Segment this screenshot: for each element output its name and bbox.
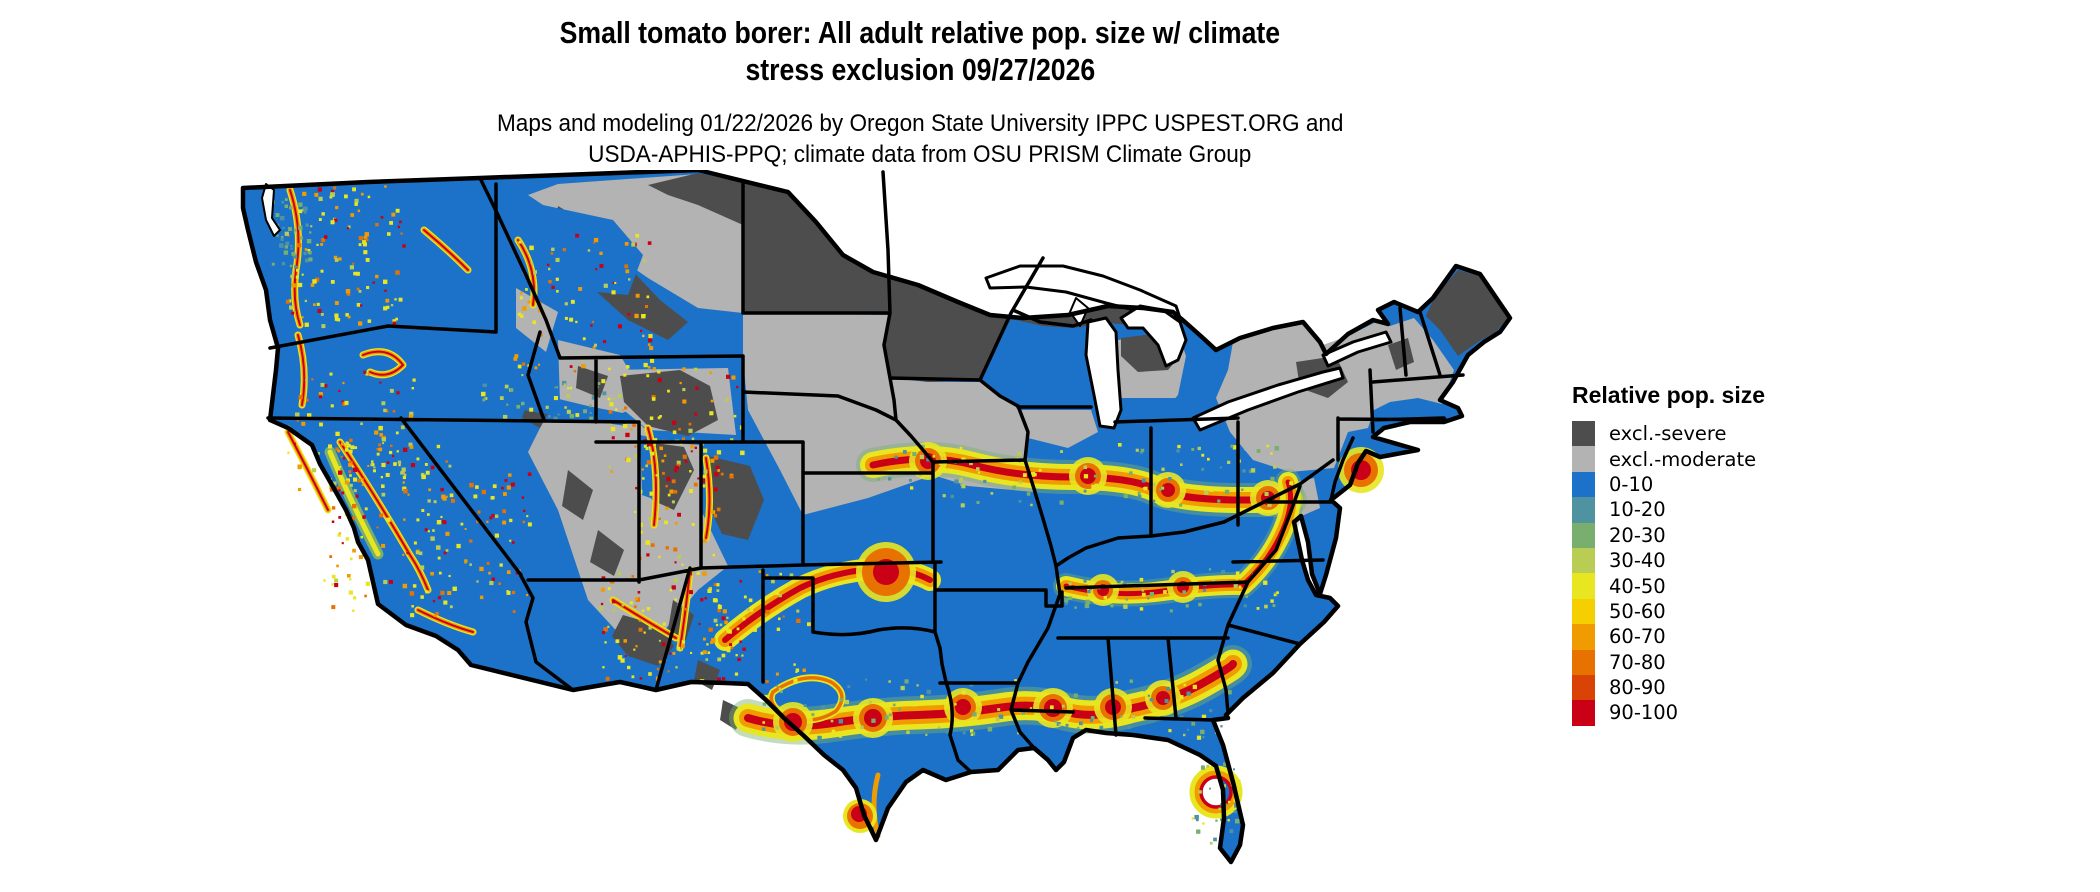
legend-entry: 50-60 bbox=[1572, 598, 1832, 625]
raster-speckles bbox=[268, 185, 1293, 845]
legend-entry: excl.-moderate bbox=[1572, 446, 1832, 472]
legend-swatch bbox=[1572, 700, 1595, 726]
legend-swatch bbox=[1572, 522, 1595, 548]
legend-swatch bbox=[1572, 497, 1595, 523]
legend-entry: 0-10 bbox=[1572, 471, 1832, 498]
puget-sound bbox=[261, 183, 281, 237]
legend-title: Relative pop. size bbox=[1572, 382, 1766, 408]
legend-entry: 10-20 bbox=[1572, 497, 1832, 523]
low-population-pockets bbox=[482, 205, 1180, 562]
title-line-1: Small tomato borer: All adult relative p… bbox=[559, 15, 1281, 50]
legend-swatch bbox=[1572, 674, 1595, 701]
us-risk-map bbox=[240, 170, 1513, 865]
legend-entry: 80-90 bbox=[1572, 674, 1832, 701]
legend-entry: 40-50 bbox=[1572, 573, 1832, 599]
legend-swatch bbox=[1572, 649, 1595, 675]
legend-swatch bbox=[1572, 446, 1595, 472]
legend-entry: 60-70 bbox=[1572, 624, 1832, 650]
legend-entry: 90-100 bbox=[1572, 700, 1832, 726]
legend-entry: 20-30 bbox=[1572, 522, 1832, 548]
legend-entry: 30-40 bbox=[1572, 547, 1832, 574]
legend-swatch bbox=[1572, 598, 1595, 625]
state-borders bbox=[266, 170, 1465, 774]
national-outline bbox=[240, 170, 1513, 865]
legend-entry: excl.-severe bbox=[1572, 421, 1832, 447]
title-line-2: stress exclusion 09/27/2026 bbox=[745, 52, 1095, 87]
legend: Relative pop. size excl.-severe excl.-mo… bbox=[1572, 382, 1832, 726]
legend-entry: 70-80 bbox=[1572, 649, 1832, 675]
lake-michigan bbox=[1084, 316, 1123, 430]
legend-swatch bbox=[1572, 624, 1595, 650]
subtitle-line-2: USDA-APHIS-PPQ; climate data from OSU PR… bbox=[588, 141, 1252, 168]
lake-ontario bbox=[1321, 330, 1393, 368]
legend-swatch bbox=[1572, 421, 1595, 447]
subtitle-line-1: Maps and modeling 01/22/2026 by Oregon S… bbox=[496, 110, 1344, 137]
legend-swatch bbox=[1572, 547, 1595, 574]
page-subtitle: Maps and modeling 01/22/2026 by Oregon S… bbox=[0, 108, 1840, 170]
legend-swatch bbox=[1572, 573, 1595, 599]
legend-swatch bbox=[1572, 471, 1595, 498]
page-title: Small tomato borer: All adult relative p… bbox=[0, 14, 1840, 88]
